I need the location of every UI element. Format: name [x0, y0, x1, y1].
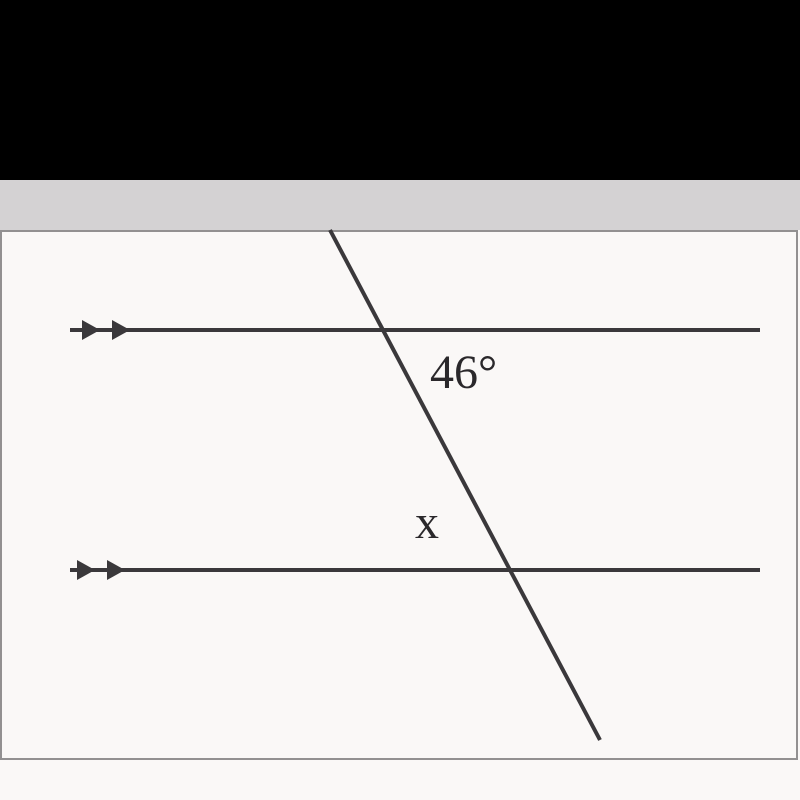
top-arrow-2-icon — [112, 320, 130, 340]
angle-x-label: x — [415, 495, 439, 550]
screenshot-container: 46° x — [0, 0, 800, 800]
angle-46-label: 46° — [430, 345, 497, 400]
bottom-arrow-2-icon — [107, 560, 125, 580]
geometry-diagram — [0, 0, 800, 800]
transversal-line — [330, 230, 600, 740]
bottom-arrow-1-icon — [77, 560, 95, 580]
top-arrow-1-icon — [82, 320, 100, 340]
